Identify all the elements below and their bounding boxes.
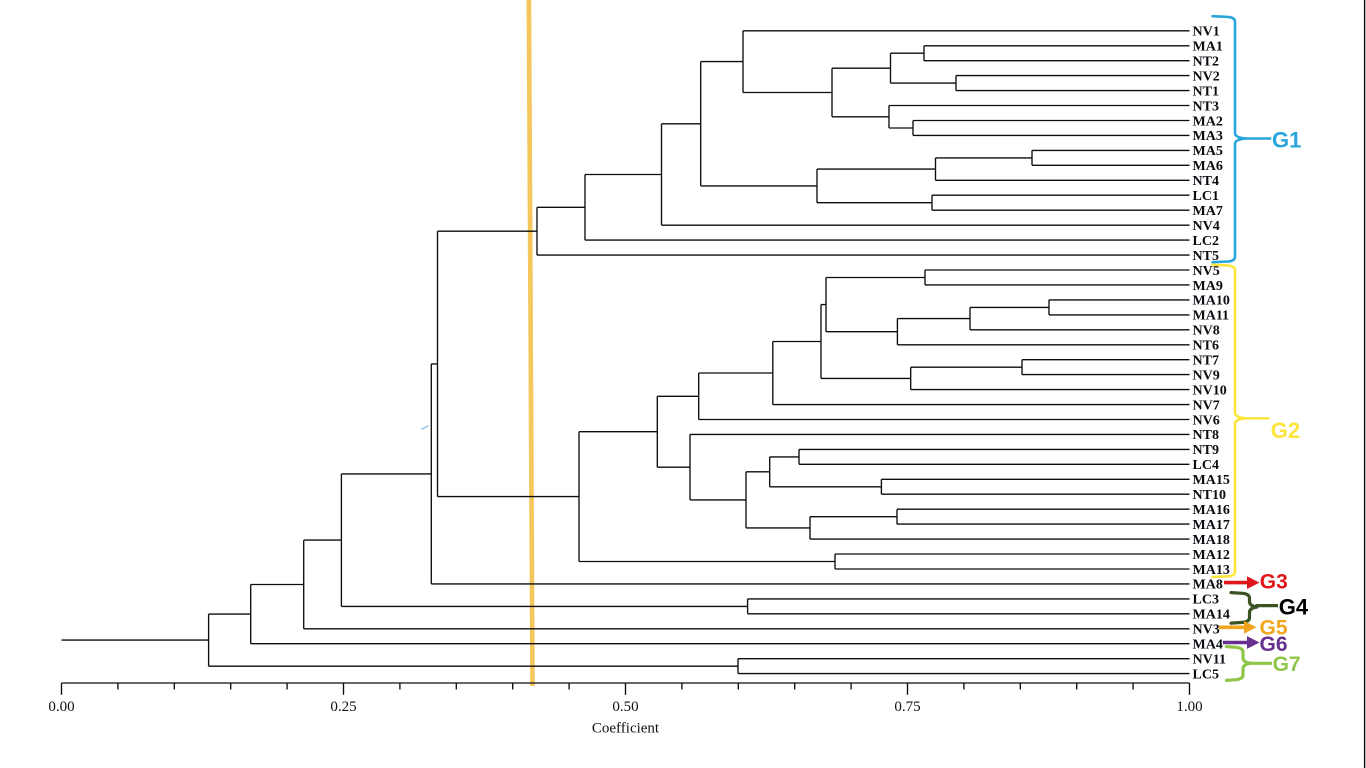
svg-text:MA13: MA13 <box>1193 563 1230 578</box>
svg-text:MA11: MA11 <box>1193 309 1230 324</box>
svg-text:MA16: MA16 <box>1193 503 1230 518</box>
svg-text:G5: G5 <box>1260 617 1288 640</box>
svg-text:MA10: MA10 <box>1193 294 1230 309</box>
svg-text:MA12: MA12 <box>1193 548 1230 563</box>
svg-text:NV5: NV5 <box>1193 264 1220 279</box>
svg-text:LC4: LC4 <box>1193 458 1219 473</box>
svg-text:MA15: MA15 <box>1193 473 1230 488</box>
svg-text:0.75: 0.75 <box>894 699 920 715</box>
svg-text:MA17: MA17 <box>1193 518 1230 533</box>
svg-text:0.00: 0.00 <box>48 699 74 715</box>
svg-text:MA4: MA4 <box>1193 638 1223 653</box>
svg-text:MA2: MA2 <box>1193 114 1223 129</box>
svg-text:NV11: NV11 <box>1193 653 1226 668</box>
svg-text:NV10: NV10 <box>1193 383 1227 398</box>
svg-text:NT1: NT1 <box>1193 84 1219 99</box>
svg-text:NV8: NV8 <box>1193 324 1220 339</box>
svg-text:Coefficient: Coefficient <box>592 721 660 737</box>
svg-text:LC3: LC3 <box>1193 593 1219 608</box>
svg-text:NV6: NV6 <box>1193 413 1220 428</box>
svg-text:1.00: 1.00 <box>1176 699 1202 715</box>
svg-text:MA18: MA18 <box>1193 533 1230 548</box>
svg-text:G3: G3 <box>1260 570 1288 593</box>
svg-text:NT2: NT2 <box>1193 55 1219 70</box>
svg-text:NT6: NT6 <box>1193 339 1219 354</box>
svg-text:NT9: NT9 <box>1193 443 1219 458</box>
svg-text:NT10: NT10 <box>1193 488 1226 503</box>
svg-text:MA5: MA5 <box>1193 144 1223 159</box>
svg-text:G7: G7 <box>1273 653 1301 676</box>
svg-text:NV7: NV7 <box>1193 398 1220 413</box>
svg-text:NV9: NV9 <box>1193 368 1220 383</box>
svg-text:G1: G1 <box>1272 128 1301 153</box>
svg-text:NT4: NT4 <box>1193 174 1219 189</box>
svg-text:G2: G2 <box>1271 418 1300 443</box>
svg-text:NV4: NV4 <box>1193 219 1220 234</box>
svg-text:MA7: MA7 <box>1193 204 1223 219</box>
svg-text:G6: G6 <box>1260 633 1288 656</box>
svg-text:LC2: LC2 <box>1193 234 1219 249</box>
svg-text:0.50: 0.50 <box>612 699 638 715</box>
svg-text:NT7: NT7 <box>1193 354 1219 369</box>
svg-text:MA3: MA3 <box>1193 129 1223 144</box>
svg-text:NT3: NT3 <box>1193 99 1219 114</box>
svg-text:MA1: MA1 <box>1193 40 1223 55</box>
svg-text:NT5: NT5 <box>1193 249 1219 264</box>
svg-text:LC5: LC5 <box>1193 667 1219 682</box>
svg-text:LC1: LC1 <box>1193 189 1219 204</box>
svg-text:MA9: MA9 <box>1193 279 1223 294</box>
svg-text:0.25: 0.25 <box>330 699 356 715</box>
svg-text:NT8: NT8 <box>1193 428 1219 443</box>
svg-text:MA14: MA14 <box>1193 608 1230 623</box>
svg-text:MA8: MA8 <box>1193 578 1223 593</box>
svg-text:MA6: MA6 <box>1193 159 1223 174</box>
svg-text:NV3: NV3 <box>1193 623 1220 638</box>
svg-text:NV1: NV1 <box>1193 25 1220 40</box>
svg-text:G4: G4 <box>1279 595 1309 620</box>
svg-text:NV2: NV2 <box>1193 69 1220 84</box>
